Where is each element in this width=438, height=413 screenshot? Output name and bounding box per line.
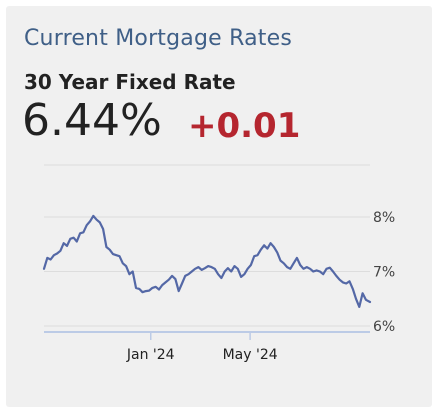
rate-series-line — [42, 214, 372, 308]
chart-series — [42, 214, 372, 308]
rate-type-label: 30 Year Fixed Rate — [24, 70, 236, 94]
mortgage-rates-card — [6, 6, 432, 407]
current-rate-value: 6.44% — [22, 95, 162, 146]
card-title[interactable]: Current Mortgage Rates — [24, 26, 292, 51]
chart-tick-labels: 8% 7% 6% Jan '24 May '24 — [126, 210, 395, 363]
y-tick-label: 7% — [373, 265, 395, 281]
rate-change-value: +0.01 — [188, 106, 301, 146]
x-tick-label: May '24 — [223, 347, 278, 363]
x-tick-label: Jan '24 — [126, 347, 175, 363]
y-tick-label: 6% — [373, 319, 395, 335]
chart-gridlines — [44, 164, 370, 327]
chart-axis — [44, 331, 370, 340]
y-tick-label: 8% — [373, 210, 395, 226]
